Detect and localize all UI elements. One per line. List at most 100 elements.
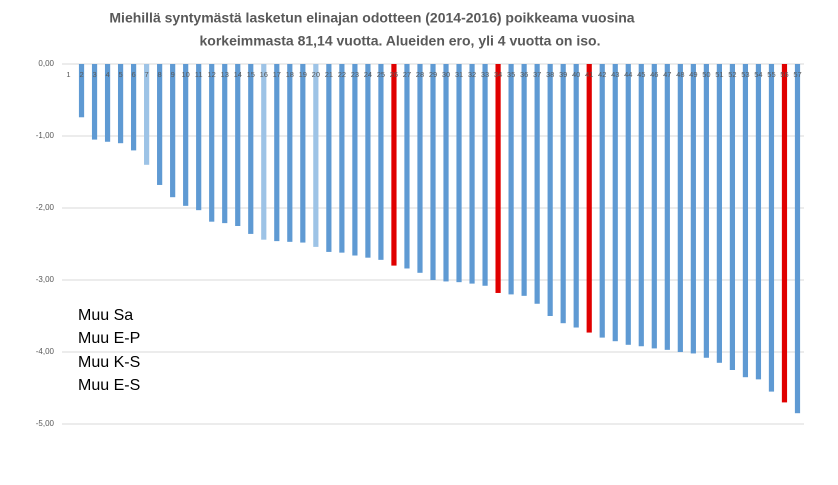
x-tick-label: 38 [546,70,554,79]
bar [599,64,605,338]
bar [287,64,293,242]
x-tick-label: 41 [585,70,593,79]
bar [690,64,696,354]
bar [117,64,124,144]
bar [222,64,228,224]
bar [130,64,137,151]
bar [378,64,384,260]
x-tick-label: 30 [442,70,450,79]
bar [313,64,319,247]
bar [534,64,540,304]
x-tick-label: 16 [260,70,268,79]
bar [638,64,644,347]
bar [612,64,618,342]
x-tick-label: 52 [728,70,736,79]
x-tick-label: 15 [247,70,255,79]
x-tick-label: 35 [507,70,515,79]
x-tick-label: 43 [611,70,619,79]
x-tick-label: 6 [132,70,136,79]
bar [573,64,579,328]
annotation: Muu E-P [78,330,141,348]
bar [508,64,514,295]
bar [104,64,111,142]
x-tick-label: 56 [780,70,788,79]
x-tick-label: 28 [416,70,424,79]
y-tick-label: -4,00 [36,347,55,356]
x-tick-label: 53 [741,70,749,79]
x-tick-label: 24 [364,70,372,79]
x-tick-label: 50 [702,70,710,79]
bar [404,64,410,269]
x-tick-label: 55 [767,70,775,79]
x-tick-label: 8 [158,70,162,79]
x-tick-label: 36 [520,70,528,79]
bar [300,64,306,243]
x-tick-label: 25 [377,70,385,79]
annotation: Muu Sa [78,307,134,324]
x-tick-label: 34 [494,70,502,79]
bar [261,64,267,240]
x-tick-label: 32 [468,70,476,79]
bar [326,64,332,252]
bar [365,64,371,258]
y-tick-label: -1,00 [36,131,55,140]
x-tick-label: 11 [195,70,203,79]
x-tick-label: 47 [663,70,671,79]
bar [430,64,436,280]
bar [651,64,657,349]
bar [781,64,788,403]
bar [742,64,749,378]
bar [443,64,449,282]
bar [794,64,801,414]
x-tick-label: 22 [338,70,346,79]
bar [352,64,358,256]
x-tick-label: 19 [299,70,307,79]
bar [586,64,592,333]
x-tick-label: 48 [676,70,684,79]
x-tick-label: 2 [79,70,83,79]
bar [170,64,176,198]
y-tick-label: -5,00 [36,419,55,428]
x-tick-label: 7 [145,70,149,79]
bar [521,64,527,296]
bar [768,64,775,392]
x-tick-label: 23 [351,70,359,79]
x-tick-label: 40 [572,70,580,79]
x-tick-label: 57 [793,70,801,79]
bar [391,64,397,266]
x-tick-label: 14 [234,70,242,79]
x-tick-label: 54 [754,70,762,79]
bar [183,64,189,206]
y-tick-label: -3,00 [36,275,55,284]
x-tick-label: 9 [171,70,175,79]
annotation: Muu E-S [78,376,141,394]
bar [209,64,215,222]
bar [625,64,631,345]
bar [703,64,709,358]
chart-title: korkeimmasta 81,14 vuotta. Alueiden ero,… [200,33,601,49]
x-tick-label: 49 [689,70,697,79]
x-tick-label: 29 [429,70,437,79]
x-tick-label: 33 [481,70,489,79]
bar [144,64,150,165]
bar [456,64,462,283]
x-tick-label: 37 [533,70,541,79]
bar [495,64,501,293]
x-tick-label: 17 [273,70,281,79]
annotation: Muu K-S [78,353,141,371]
bar [417,64,423,273]
bar [664,64,670,350]
x-tick-label: 13 [221,70,229,79]
bar [482,64,488,286]
bar [339,64,345,253]
bar [91,64,98,140]
x-tick-label: 1 [66,70,70,79]
bar [716,64,722,363]
x-tick-label: 46 [650,70,658,79]
x-tick-label: 42 [598,70,606,79]
x-tick-label: 12 [208,70,216,79]
bar [274,64,280,242]
bar [248,64,254,234]
